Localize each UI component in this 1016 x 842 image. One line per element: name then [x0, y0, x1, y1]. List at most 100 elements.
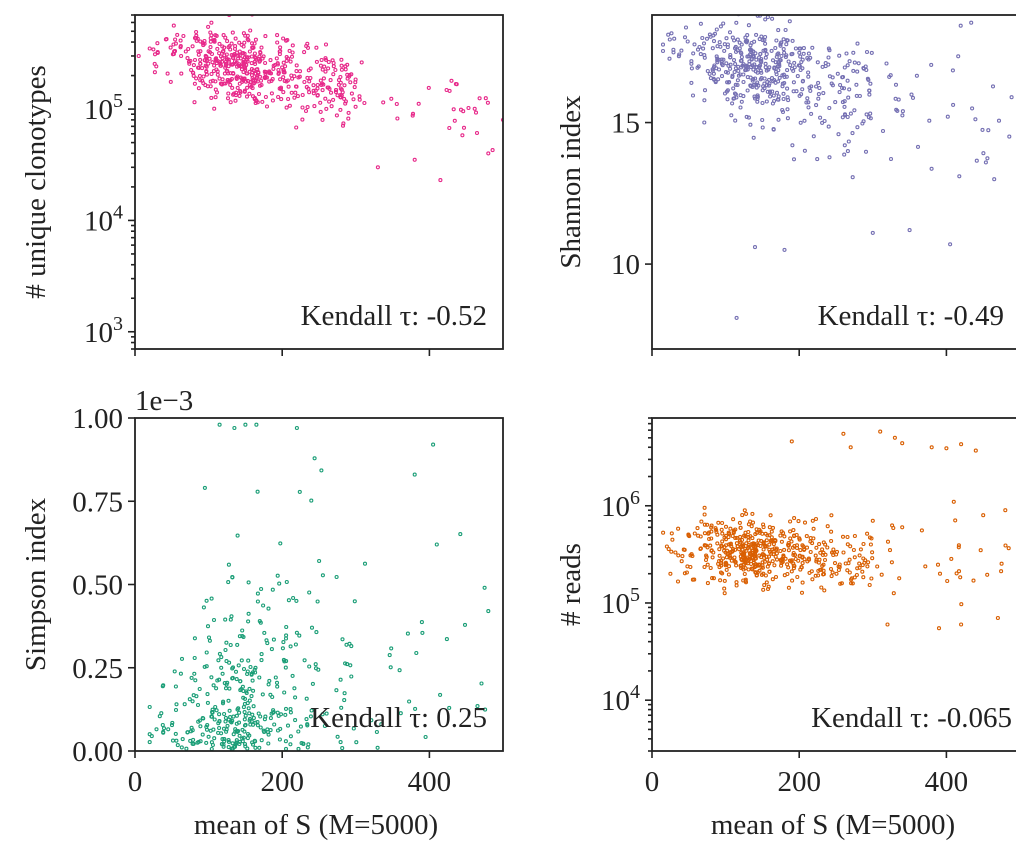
data-point [283, 636, 289, 641]
data-point [203, 83, 208, 88]
data-point [788, 536, 793, 541]
data-point [181, 33, 186, 39]
data-point [223, 719, 228, 724]
data-point [285, 37, 290, 43]
data-point [170, 720, 175, 725]
data-point [760, 117, 765, 123]
data-point [240, 633, 245, 639]
data-point [951, 102, 956, 107]
data-point [937, 571, 943, 576]
data-point [282, 690, 287, 695]
data-point [750, 78, 755, 83]
data-point [171, 23, 176, 28]
data-point [761, 48, 766, 53]
data-point [750, 555, 755, 560]
data-point [227, 686, 232, 691]
data-point [217, 422, 222, 427]
data-point [277, 49, 282, 54]
data-point [738, 525, 743, 530]
data-point [809, 569, 814, 574]
data-point [764, 580, 769, 585]
data-point [749, 550, 755, 555]
data-point [486, 609, 491, 614]
data-point [187, 697, 192, 702]
data-point [791, 566, 796, 571]
data-point [234, 60, 239, 65]
data-point [259, 658, 264, 663]
data-point [151, 47, 156, 52]
data-point [842, 152, 847, 157]
data-point [271, 710, 276, 715]
data-point [283, 712, 288, 717]
data-point [185, 730, 190, 735]
data-point [271, 66, 276, 71]
data-point [479, 681, 484, 686]
data-point [724, 89, 729, 94]
data-point [814, 557, 819, 562]
y-tick-label: 105 [601, 584, 640, 620]
data-point [204, 650, 209, 655]
data-point [315, 82, 320, 88]
data-point [306, 742, 311, 747]
data-point [779, 563, 784, 568]
data-point [338, 74, 343, 80]
data-point [237, 49, 242, 54]
data-point [816, 568, 821, 573]
data-point [286, 96, 291, 102]
data-point [827, 155, 832, 160]
data-point [227, 660, 232, 665]
data-point [760, 560, 765, 565]
data-point [235, 85, 240, 90]
data-point [312, 456, 317, 461]
data-point [695, 47, 701, 52]
data-point [706, 531, 711, 536]
data-point [767, 10, 770, 13]
data-point [296, 746, 301, 751]
data-point [716, 520, 721, 525]
data-point [348, 80, 353, 85]
data-point [300, 117, 305, 122]
data-point [209, 71, 214, 77]
data-point [204, 740, 209, 745]
data-point [198, 739, 203, 744]
data-point [867, 92, 872, 97]
data-point [923, 564, 928, 569]
data-point [323, 69, 328, 74]
data-point [698, 546, 703, 551]
data-point [845, 149, 850, 154]
data-point [338, 80, 343, 85]
data-point [847, 570, 852, 575]
data-point [729, 544, 734, 549]
data-point [1006, 546, 1011, 551]
data-point [235, 74, 240, 79]
data-point [868, 111, 873, 116]
data-point [210, 707, 215, 712]
data-point [234, 721, 239, 726]
data-point [760, 531, 765, 536]
data-point [239, 64, 245, 69]
data-point [189, 67, 194, 73]
data-point [250, 678, 255, 683]
data-point [223, 35, 228, 40]
data-point [247, 49, 252, 54]
data-point [196, 86, 201, 91]
data-point [732, 555, 737, 560]
data-point [752, 96, 758, 101]
data-point [755, 80, 760, 85]
data-point [850, 175, 855, 180]
data-point [782, 247, 787, 252]
data-point [213, 57, 219, 62]
data-point [809, 84, 814, 89]
data-point [749, 56, 754, 61]
data-point [838, 82, 843, 88]
data-point [855, 41, 860, 46]
data-point [683, 25, 689, 30]
data-point [261, 603, 266, 608]
data-point [213, 704, 218, 710]
data-point [290, 76, 295, 81]
data-point [805, 56, 810, 61]
data-point [725, 70, 730, 75]
data-point [761, 84, 766, 89]
data-point [735, 82, 740, 88]
data-point [168, 79, 173, 84]
